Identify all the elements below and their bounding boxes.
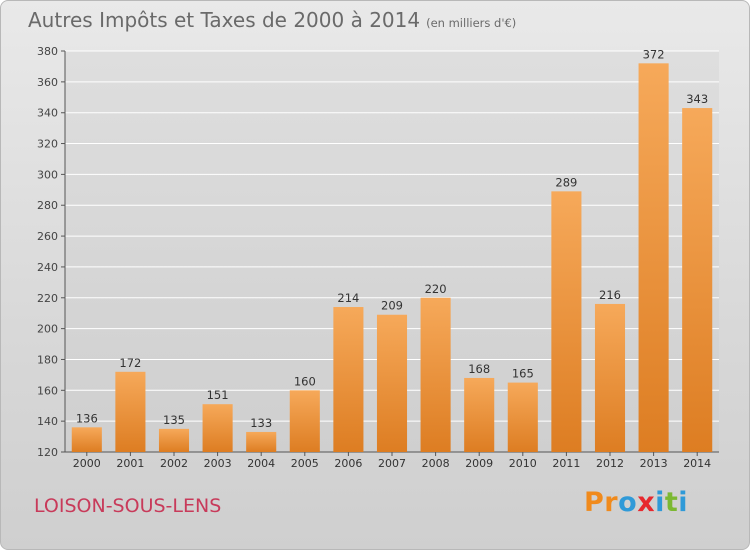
data-label: 216 xyxy=(599,288,621,302)
x-tick-label: 2001 xyxy=(116,457,144,470)
logo-letter: x xyxy=(637,487,656,518)
x-tick-label: 2012 xyxy=(596,457,624,470)
y-tick-label: 160 xyxy=(37,384,58,397)
x-tick-label: 2006 xyxy=(334,457,362,470)
bar-2008 xyxy=(420,297,451,452)
logo-letter: P xyxy=(584,487,605,518)
chart-subtitle: (en milliers d'€) xyxy=(426,16,517,30)
chart-title-text: Autres Impôts et Taxes de 2000 à 2014 xyxy=(28,8,421,32)
y-tick-label: 260 xyxy=(37,230,58,243)
bar-2011 xyxy=(551,191,582,452)
bar-2004 xyxy=(246,431,277,452)
logo-letter: i xyxy=(678,487,689,518)
logo-letter: r xyxy=(604,487,619,518)
bar-2003 xyxy=(202,404,233,452)
bar-2014 xyxy=(682,108,713,453)
data-label: 372 xyxy=(643,47,665,61)
x-tick-label: 2004 xyxy=(247,457,275,470)
data-label: 135 xyxy=(163,413,185,427)
logo-letter: o xyxy=(618,487,638,518)
chart-title: Autres Impôts et Taxes de 2000 à 2014 (en… xyxy=(28,8,516,32)
data-label: 136 xyxy=(76,411,98,425)
commune-name: LOISON-SOUS-LENS xyxy=(34,495,222,517)
data-label: 343 xyxy=(686,92,708,106)
y-tick-label: 240 xyxy=(37,261,58,274)
bar-2006 xyxy=(333,307,364,452)
x-tick-label: 2011 xyxy=(552,457,580,470)
x-tick-label: 2009 xyxy=(465,457,493,470)
data-label: 133 xyxy=(250,416,272,430)
x-tick-label: 2014 xyxy=(683,457,711,470)
logo-letter: t xyxy=(664,487,679,518)
x-tick-label: 2000 xyxy=(73,457,101,470)
x-tick-label: 2002 xyxy=(160,457,188,470)
data-label: 289 xyxy=(555,175,577,189)
x-tick-label: 2007 xyxy=(378,457,406,470)
bar-2001 xyxy=(115,371,146,452)
bar-2007 xyxy=(376,314,408,452)
y-tick-label: 200 xyxy=(37,323,58,336)
bar-2000 xyxy=(71,427,102,452)
data-label: 172 xyxy=(119,356,141,370)
data-label: 214 xyxy=(337,291,359,305)
y-tick-label: 300 xyxy=(37,168,58,181)
y-tick-label: 380 xyxy=(37,45,58,58)
y-tick-label: 180 xyxy=(37,353,58,366)
x-tick-label: 2003 xyxy=(204,457,232,470)
bar-2005 xyxy=(289,390,320,452)
x-tick-label: 2008 xyxy=(422,457,450,470)
y-tick-label: 360 xyxy=(37,76,58,89)
data-label: 220 xyxy=(425,282,447,296)
bar-2002 xyxy=(158,428,190,452)
y-tick-label: 340 xyxy=(37,107,58,120)
y-tick-label: 280 xyxy=(37,199,58,212)
data-label: 209 xyxy=(381,299,403,313)
bar-2009 xyxy=(464,377,495,452)
data-label: 151 xyxy=(207,388,229,402)
logo-letter: i xyxy=(655,487,665,518)
y-tick-label: 220 xyxy=(37,292,58,305)
x-tick-label: 2013 xyxy=(640,457,668,470)
x-tick-label: 2005 xyxy=(291,457,319,470)
data-label: 165 xyxy=(512,367,534,381)
y-tick-label: 320 xyxy=(37,138,58,151)
proxiti-logo: Proxiti xyxy=(584,487,688,518)
y-tick-label: 120 xyxy=(37,446,58,459)
bars xyxy=(71,63,713,453)
data-labels: 136 172 135 151 133 160 214 209 220 168 165 289 216 3… xyxy=(76,47,708,430)
bar-2012 xyxy=(594,303,626,452)
data-label: 160 xyxy=(294,374,316,388)
bar-2013 xyxy=(638,63,669,452)
bar-2010 xyxy=(507,382,538,452)
data-label: 168 xyxy=(468,362,490,376)
x-tick-label: 2010 xyxy=(509,457,537,470)
y-tick-label: 140 xyxy=(37,415,58,428)
